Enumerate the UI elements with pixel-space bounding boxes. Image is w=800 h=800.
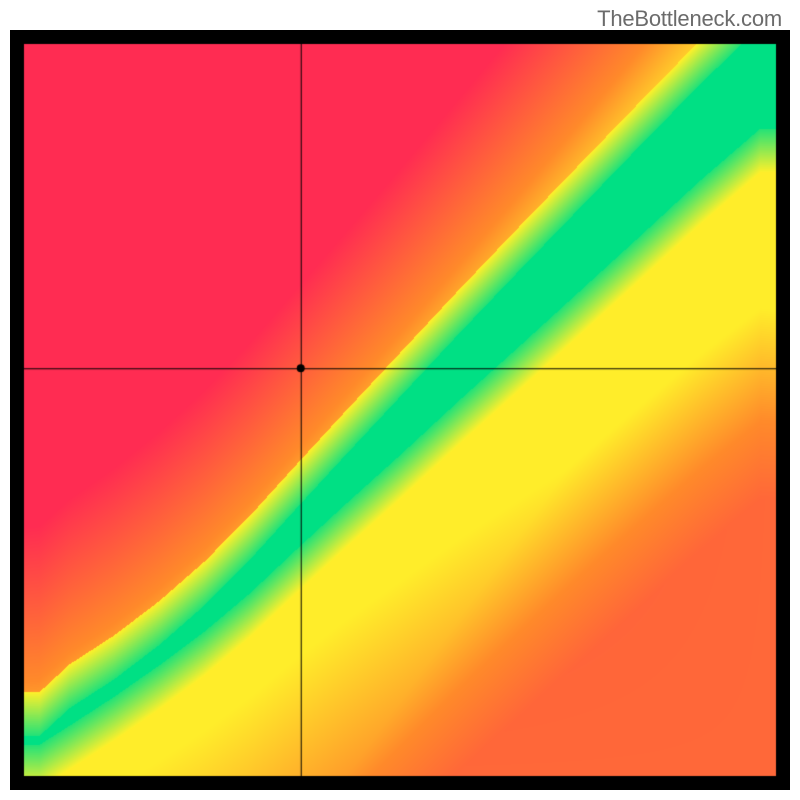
bottleneck-heatmap-frame <box>10 30 790 790</box>
watermark-text: TheBottleneck.com <box>597 6 782 32</box>
bottleneck-heatmap-canvas <box>10 30 790 790</box>
